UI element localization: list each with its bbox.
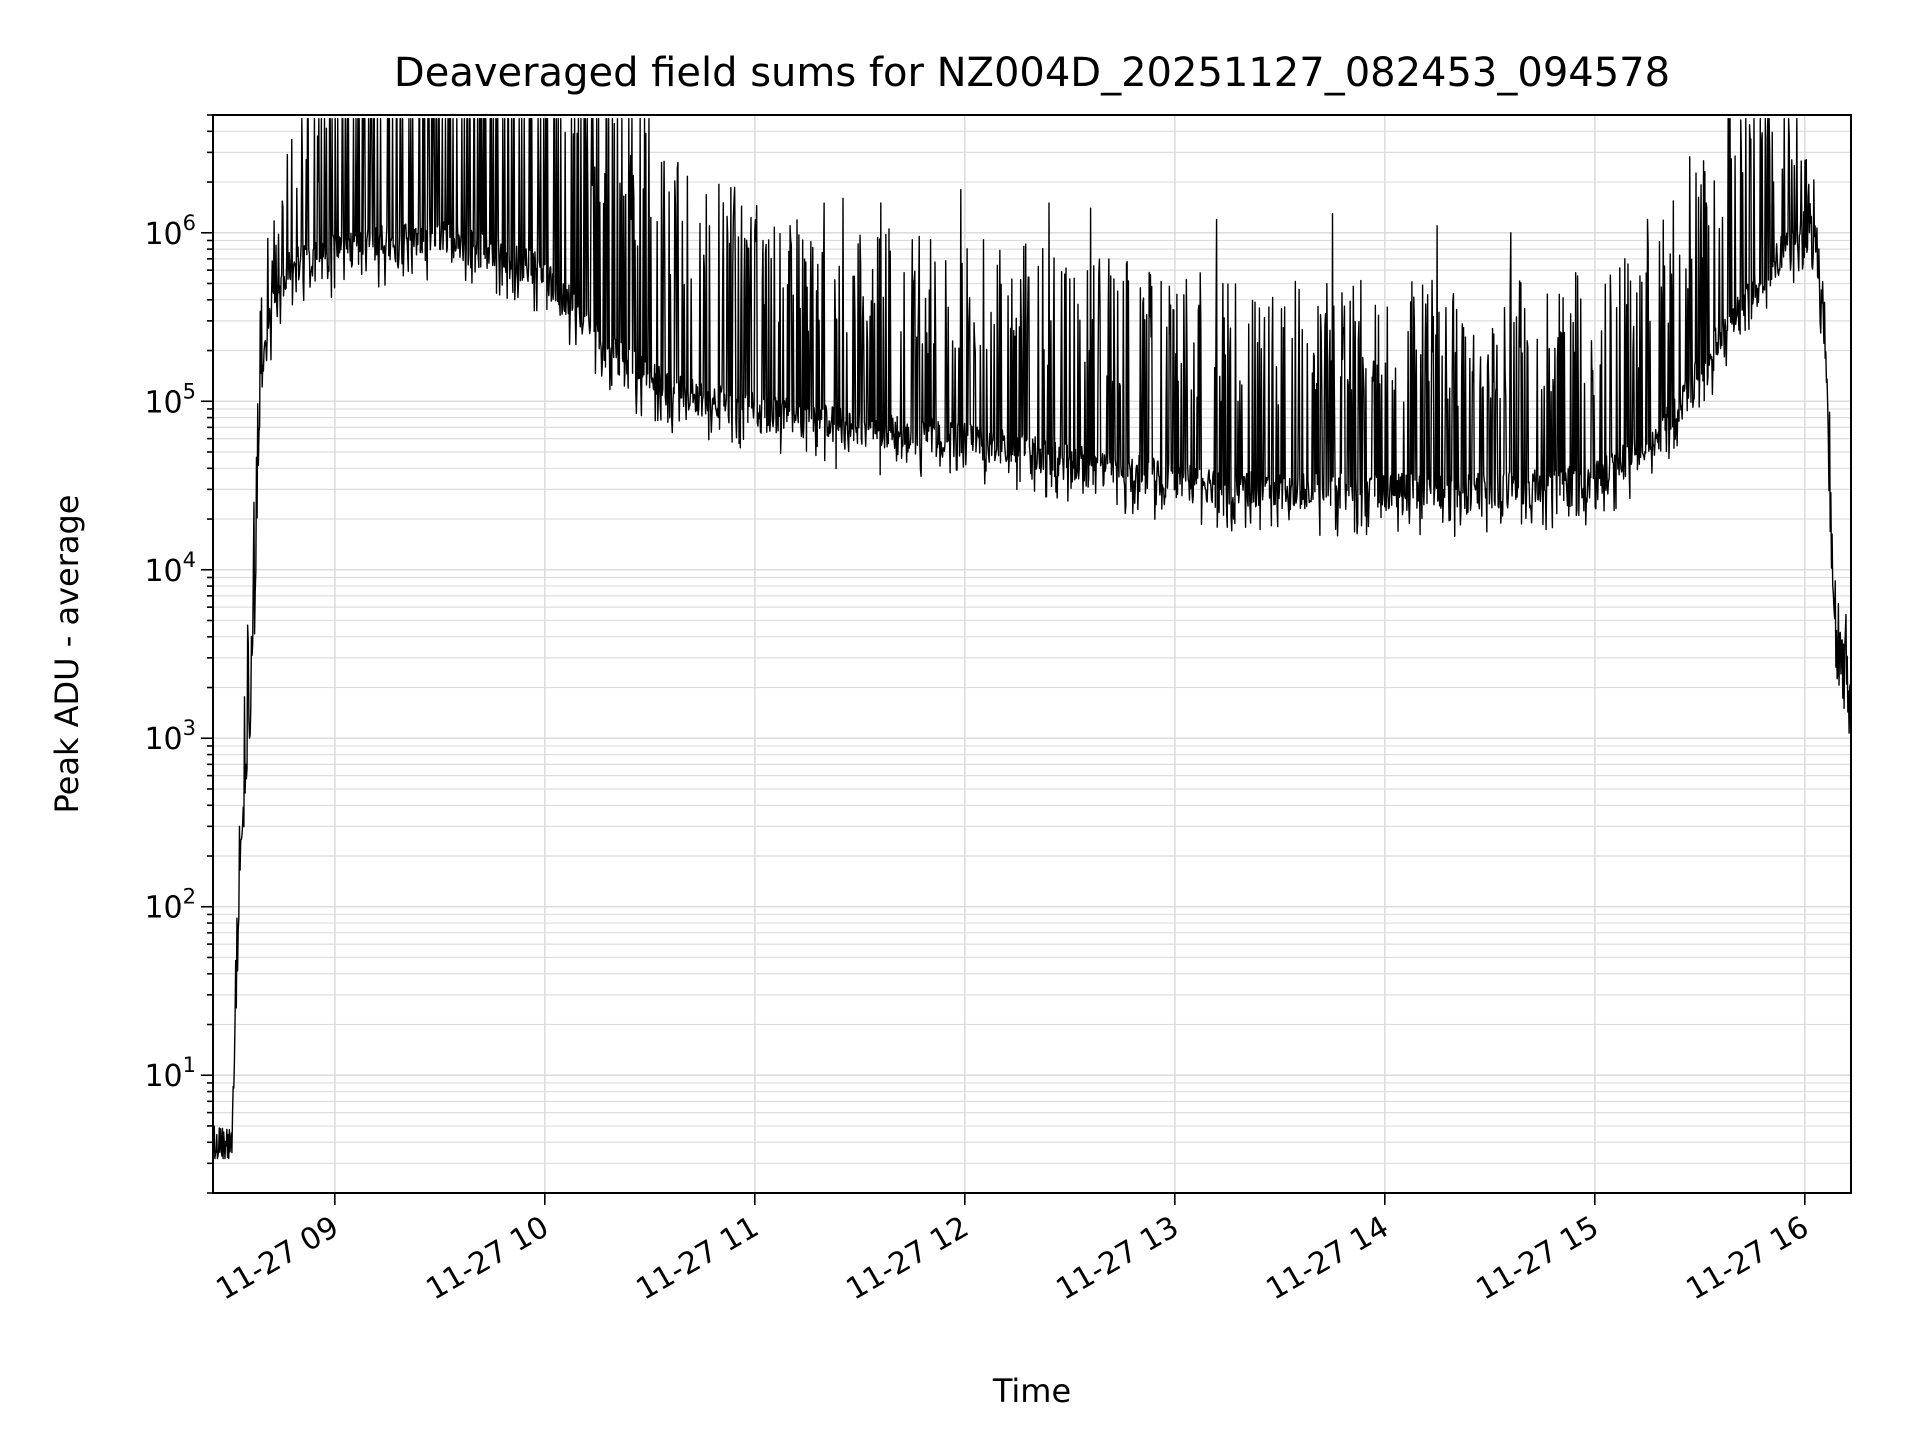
y-axis-title: Peak ADU - average (48, 495, 86, 814)
chart-title: Deaveraged field sums for NZ004D_2025112… (394, 50, 1670, 96)
x-axis-title: Time (992, 1372, 1071, 1410)
series-layer (212, 118, 1852, 1160)
y-axis: 101 102 103 104 105 106 (144, 114, 213, 1194)
y-tick-label: 101 (144, 1053, 196, 1094)
y-tick-label: 102 (144, 885, 196, 926)
plot-frame (212, 114, 1852, 1194)
series-line-field-sums (212, 118, 1852, 1160)
y-tick-label: 105 (144, 379, 196, 420)
y-tick-label: 106 (144, 211, 196, 252)
y-tick-label: 103 (144, 716, 196, 757)
y-tick-label: 104 (144, 548, 196, 589)
